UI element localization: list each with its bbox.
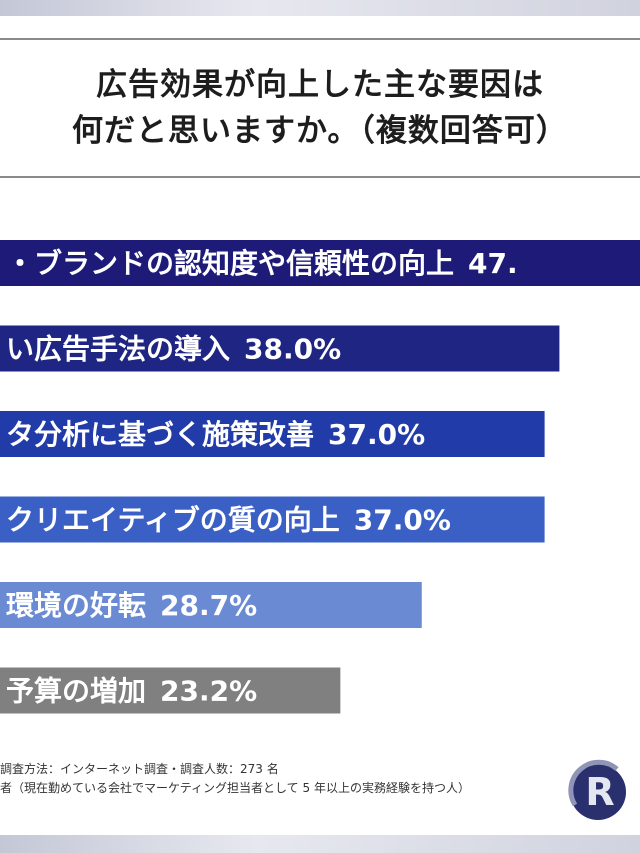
bar-3 bbox=[0, 496, 545, 543]
bar-label-4: 環境の好転 28.7% bbox=[6, 589, 257, 622]
bar-5 bbox=[0, 667, 341, 714]
bar-1 bbox=[0, 325, 560, 372]
title-line-2: 何だと思いますか。（複数回答可） bbox=[72, 113, 568, 149]
survey-notes: 調査方法：インターネット調査・調査人数：273 名 者（現在勤めている会社でマー… bbox=[0, 760, 560, 798]
bar-0 bbox=[0, 240, 640, 286]
bar-label-3: クリエイティブの質の向上 37.0% bbox=[6, 504, 451, 537]
title-line-1: 広告効果が向上した主な要因は bbox=[96, 67, 544, 103]
bar-label-0: ・ブランドの認知度や信頼性の向上 47. bbox=[6, 247, 518, 280]
bar-label-5: 予算の増加 23.2% bbox=[6, 675, 257, 708]
bar-4 bbox=[0, 582, 422, 628]
notes-line-2: 者（現在勤めている会社でマーケティング担当者として 5 年以上の実務経験を持つ人… bbox=[0, 781, 470, 795]
bar-label-2: タ分析に基づく施策改善 37.0% bbox=[6, 418, 425, 451]
lr-logo-icon: R bbox=[568, 759, 626, 820]
bar-2 bbox=[0, 411, 545, 457]
top-decor-band bbox=[0, 0, 640, 16]
logo-letter: R bbox=[585, 770, 614, 814]
bar-label-1: い広告手法の導入 38.0% bbox=[6, 333, 341, 366]
bottom-decor-band bbox=[0, 835, 640, 853]
notes-line-1: 調査方法：インターネット調査・調査人数：273 名 bbox=[0, 762, 279, 776]
chart-title: 広告効果が向上した主な要因は 何だと思いますか。（複数回答可） bbox=[0, 38, 640, 178]
